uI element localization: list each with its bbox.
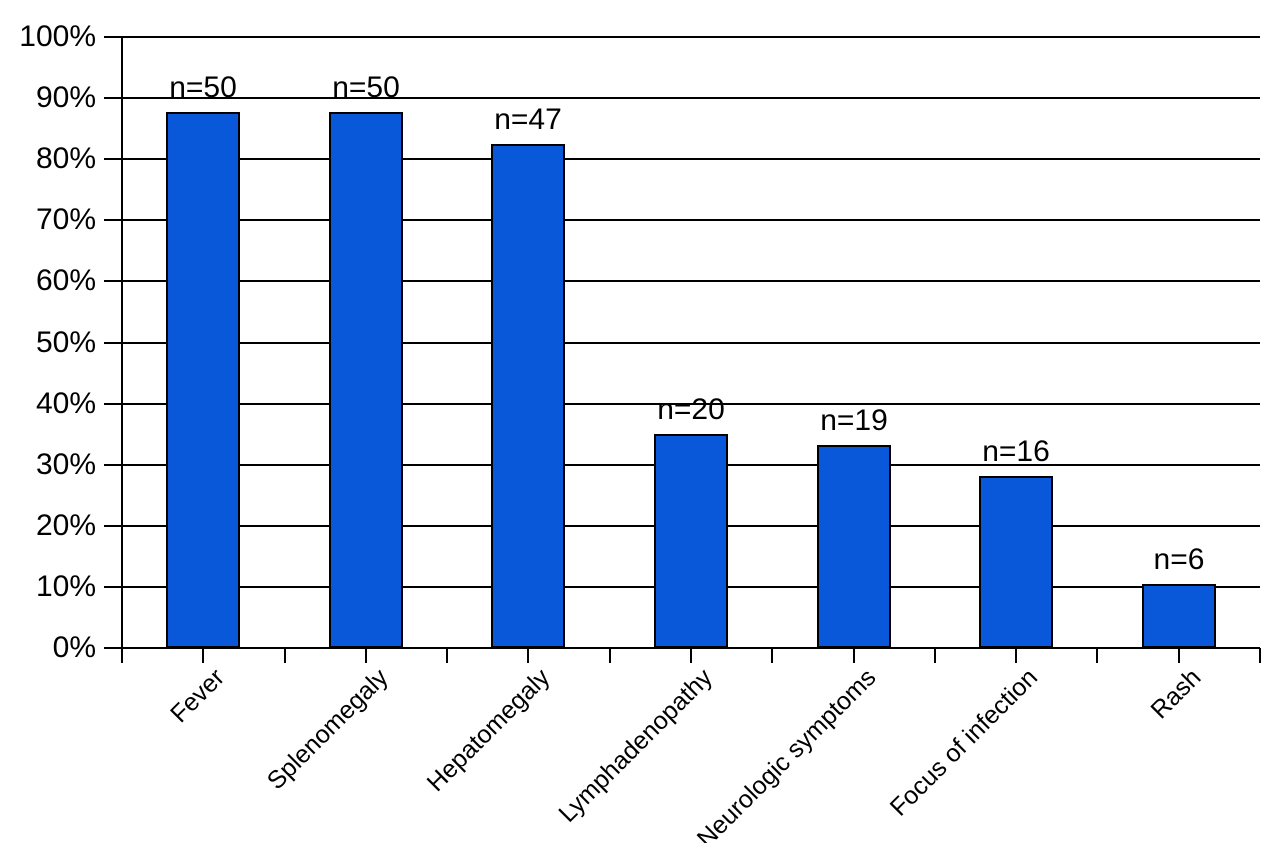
y-axis-tick: [104, 342, 122, 344]
gridline: [122, 280, 1260, 282]
y-axis-tick-label: 30%: [35, 448, 96, 481]
bar-lymphadenopathy: [654, 434, 728, 648]
x-axis-category-label: Focus of infection: [884, 663, 1044, 822]
y-axis-tick: [104, 36, 122, 38]
y-axis-tick-label: 100%: [19, 20, 96, 53]
bar-value-label: n=6: [1153, 543, 1205, 576]
x-axis-tick: [284, 648, 286, 663]
y-axis-tick: [104, 158, 122, 160]
x-axis-category-label: Splenomegaly: [261, 663, 394, 796]
bar-focus-of-infection: [979, 476, 1053, 648]
y-axis-tick: [104, 280, 122, 282]
y-axis-line: [121, 36, 123, 649]
y-axis-tick-label: 20%: [35, 509, 96, 542]
y-axis-tick: [104, 403, 122, 405]
y-axis-tick-label: 70%: [35, 203, 96, 236]
bar-value-label: n=47: [494, 103, 562, 136]
gridline: [122, 158, 1260, 160]
gridline: [122, 403, 1260, 405]
x-axis-tick: [771, 648, 773, 663]
bar-value-label: n=19: [820, 404, 888, 437]
y-axis-tick: [104, 586, 122, 588]
bar-neurologic-symptoms: [817, 445, 891, 648]
gridline: [122, 36, 1260, 38]
bar-rash: [1142, 584, 1216, 648]
x-axis-tick: [1178, 648, 1180, 663]
y-axis-tick-label: 40%: [35, 387, 96, 420]
x-axis-category-label: Rash: [1145, 663, 1207, 725]
y-axis-tick-label: 80%: [35, 142, 96, 175]
bar-value-label: n=16: [982, 435, 1050, 468]
bar-hepatomegaly: [491, 144, 565, 648]
y-axis-tick: [104, 97, 122, 99]
x-axis-tick: [934, 648, 936, 663]
y-axis-tick: [104, 464, 122, 466]
y-axis-tick-label: 0%: [52, 631, 96, 664]
x-axis-tick: [1096, 648, 1098, 663]
x-axis-tick: [527, 648, 529, 663]
x-axis-tick: [365, 648, 367, 663]
x-axis-tick: [1259, 648, 1261, 663]
gridline: [122, 97, 1260, 99]
bar-value-label: n=50: [332, 71, 400, 104]
x-axis-category-label: Neurologic symptoms: [691, 663, 882, 843]
y-axis-tick: [104, 647, 122, 649]
bar-value-label: n=50: [169, 71, 237, 104]
y-axis-tick-label: 60%: [35, 264, 96, 297]
y-axis-tick-label: 50%: [35, 326, 96, 359]
bar-fever: [166, 112, 240, 648]
y-axis-tick-label: 10%: [35, 570, 96, 603]
x-axis-tick: [853, 648, 855, 663]
y-axis-tick: [104, 219, 122, 221]
x-axis-tick: [690, 648, 692, 663]
x-axis-tick: [121, 648, 123, 663]
bar-value-label: n=20: [657, 393, 725, 426]
x-axis-category-label: Hepatomegaly: [421, 663, 556, 798]
x-axis-category-label: Lymphadenopathy: [553, 663, 719, 828]
bar-splenomegaly: [329, 112, 403, 648]
gridline: [122, 342, 1260, 344]
y-axis-tick-label: 90%: [35, 81, 96, 114]
x-axis-category-label: Fever: [165, 663, 231, 729]
x-axis-tick: [1015, 648, 1017, 663]
x-axis-tick: [609, 648, 611, 663]
y-axis-tick: [104, 525, 122, 527]
x-axis-tick: [446, 648, 448, 663]
x-axis-tick: [202, 648, 204, 663]
gridline: [122, 219, 1260, 221]
